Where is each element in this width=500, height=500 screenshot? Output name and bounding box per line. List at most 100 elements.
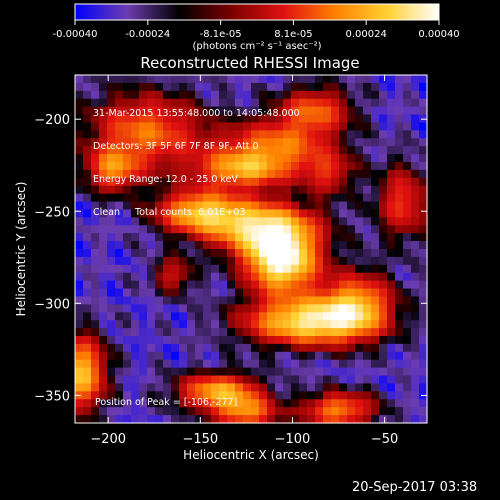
heatmap-cell bbox=[403, 272, 412, 282]
heatmap-cell bbox=[187, 304, 196, 313]
heatmap-cell bbox=[291, 343, 300, 353]
heatmap-cell bbox=[99, 169, 108, 179]
heatmap-cell bbox=[267, 82, 276, 92]
heatmap-cell bbox=[379, 233, 388, 242]
heatmap-cell bbox=[227, 399, 236, 408]
heatmap-cell bbox=[291, 130, 300, 139]
heatmap-cell bbox=[147, 233, 156, 242]
heatmap-cell bbox=[227, 225, 236, 234]
heatmap-cell bbox=[307, 185, 316, 195]
heatmap-cell bbox=[203, 217, 212, 226]
heatmap-cell bbox=[211, 399, 220, 408]
heatmap-cell bbox=[107, 146, 116, 155]
heatmap-cell bbox=[131, 288, 140, 298]
heatmap-cell bbox=[363, 233, 372, 242]
heatmap-cell bbox=[187, 146, 196, 155]
heatmap-cell bbox=[275, 106, 284, 116]
heatmap-cell bbox=[251, 114, 260, 124]
heatmap-cell bbox=[355, 154, 364, 163]
heatmap-cell bbox=[323, 249, 332, 258]
heatmap-cell bbox=[91, 336, 100, 345]
heatmap-cell bbox=[403, 225, 412, 234]
heatmap-cell bbox=[211, 130, 220, 139]
heatmap-cell bbox=[371, 169, 380, 179]
heatmap-cell bbox=[91, 312, 100, 321]
heatmap-cell bbox=[251, 146, 260, 155]
heatmap-cell bbox=[227, 312, 236, 321]
heatmap-cell bbox=[99, 264, 108, 274]
heatmap-cell bbox=[339, 249, 348, 258]
heatmap-cell bbox=[323, 415, 332, 424]
heatmap-cell bbox=[147, 296, 156, 305]
heatmap-cell bbox=[219, 146, 228, 155]
heatmap-cell bbox=[235, 146, 244, 155]
heatmap-cell bbox=[155, 169, 164, 179]
heatmap-cell bbox=[99, 98, 108, 108]
heatmap-cell bbox=[403, 359, 412, 369]
heatmap-cell bbox=[323, 367, 332, 377]
heatmap-cell bbox=[203, 375, 212, 385]
heatmap-cell bbox=[379, 359, 388, 369]
heatmap-cell bbox=[147, 407, 156, 416]
heatmap-cell bbox=[411, 209, 420, 218]
heatmap-cell bbox=[179, 288, 188, 298]
heatmap-cell bbox=[411, 288, 420, 298]
heatmap-cell bbox=[315, 375, 324, 385]
heatmap-cell bbox=[363, 415, 372, 424]
heatmap-cell bbox=[131, 407, 140, 416]
heatmap-cell bbox=[115, 280, 124, 290]
heatmap-cell bbox=[227, 320, 236, 329]
heatmap-cell bbox=[259, 343, 268, 353]
heatmap-cell bbox=[99, 146, 108, 155]
heatmap-cell bbox=[227, 367, 236, 377]
heatmap-cell bbox=[171, 272, 180, 282]
heatmap-cell bbox=[355, 162, 364, 171]
heatmap-cell bbox=[387, 217, 396, 226]
heatmap-cell bbox=[275, 375, 284, 385]
heatmap-cell bbox=[371, 90, 380, 100]
heatmap-cell bbox=[259, 225, 268, 234]
heatmap-cell bbox=[395, 312, 404, 321]
heatmap-cell bbox=[107, 280, 116, 290]
heatmap-cell bbox=[339, 177, 348, 187]
heatmap-cell bbox=[291, 209, 300, 218]
heatmap-cell bbox=[147, 391, 156, 400]
heatmap-cell bbox=[179, 114, 188, 124]
heatmap-cell bbox=[131, 201, 140, 211]
heatmap-cell bbox=[331, 217, 340, 226]
heatmap-cell bbox=[307, 122, 316, 131]
heatmap-cell bbox=[115, 407, 124, 416]
heatmap-cell bbox=[323, 407, 332, 416]
heatmap-cell bbox=[139, 328, 148, 337]
heatmap-cell bbox=[283, 256, 292, 266]
heatmap-cell bbox=[259, 415, 268, 424]
heatmap-cell bbox=[243, 351, 252, 361]
heatmap-cell bbox=[107, 154, 116, 163]
heatmap-cell bbox=[307, 201, 316, 211]
heatmap-cell bbox=[211, 264, 220, 274]
heatmap-cell bbox=[75, 359, 84, 369]
heatmap-cell bbox=[203, 98, 212, 108]
heatmap-cell bbox=[387, 154, 396, 163]
heatmap-cell bbox=[147, 75, 156, 84]
heatmap-cell bbox=[251, 264, 260, 274]
heatmap-cell bbox=[267, 193, 276, 203]
heatmap-cell bbox=[187, 241, 196, 250]
heatmap-cell bbox=[171, 233, 180, 242]
heatmap-cell bbox=[339, 304, 348, 313]
heatmap-cell bbox=[355, 264, 364, 274]
heatmap-cell bbox=[371, 249, 380, 258]
heatmap-cell bbox=[115, 351, 124, 361]
colorbar-units-label: (photons cm⁻² s⁻¹ asec⁻²) bbox=[192, 41, 321, 52]
heatmap-cell bbox=[331, 114, 340, 124]
heatmap-cell bbox=[227, 130, 236, 139]
heatmap-cell bbox=[115, 75, 124, 84]
heatmap-cell bbox=[267, 391, 276, 400]
heatmap-cell bbox=[251, 359, 260, 369]
heatmap-cell bbox=[315, 336, 324, 345]
heatmap-cell bbox=[315, 209, 324, 218]
heatmap-cell bbox=[251, 383, 260, 392]
heatmap-cell bbox=[187, 407, 196, 416]
heatmap-cell bbox=[123, 375, 132, 385]
heatmap-cell bbox=[91, 391, 100, 400]
